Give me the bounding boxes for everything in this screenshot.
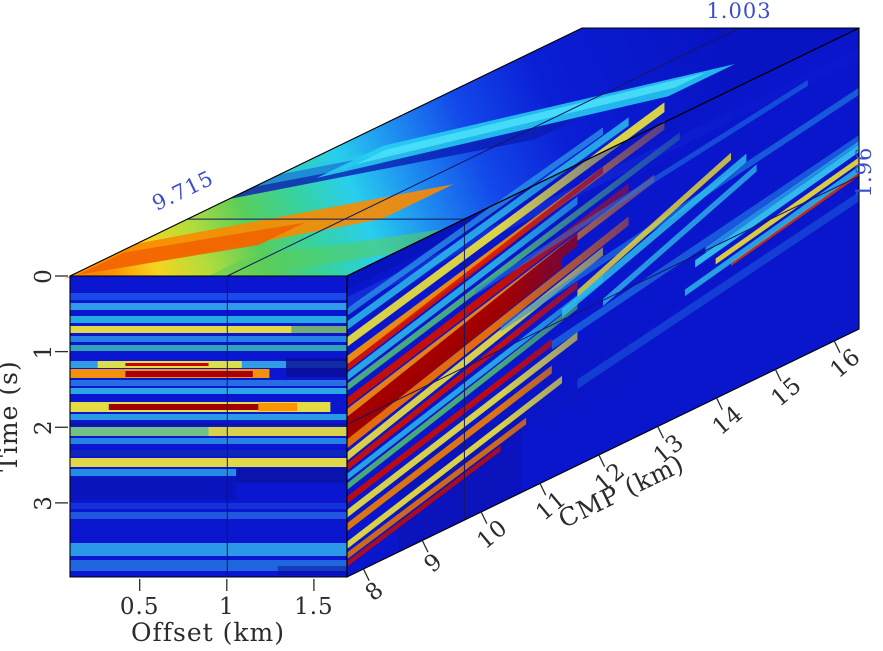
cmp-tick [362, 568, 370, 582]
front-face-stripe [277, 566, 347, 575]
time-axis-title: Time (s) [0, 360, 23, 471]
time-slice-line-side [346, 175, 860, 425]
side-face-streak [577, 152, 731, 298]
front-face-stripe [258, 403, 298, 411]
front-face-stripe [70, 336, 347, 342]
side-face-streak [684, 166, 859, 297]
front-face-stripe [70, 438, 347, 444]
time-slice-label: 1.96 [852, 147, 876, 198]
offset-slice-line-top [227, 27, 740, 277]
time-tick-label: 0 [31, 268, 57, 284]
front-face-stripe [70, 543, 347, 556]
front-face-stripe [70, 414, 347, 420]
top-face-band [355, 72, 706, 165]
front-face-stripe [70, 512, 347, 519]
front-face-stripe [70, 503, 347, 509]
cmp-tick [539, 483, 547, 496]
front-face-stripe [236, 468, 347, 483]
top-face-band [78, 222, 305, 275]
front-face-stripe [125, 371, 253, 377]
front-face-stripe [70, 380, 347, 386]
side-face-streak [577, 191, 859, 389]
cmp-tick-label: 9 [419, 548, 448, 578]
cube-side-face [347, 28, 859, 577]
side-face-streak [347, 127, 603, 316]
cmp-tick [480, 511, 488, 524]
slice-frame-lines [70, 27, 860, 577]
front-face-stripe [70, 427, 209, 436]
offset-tick-label: 1.5 [294, 594, 334, 620]
offset-tick-label: 1 [219, 594, 235, 620]
cube-top-face [64, 28, 859, 284]
cmp-tick [833, 340, 841, 353]
side-face-streak [347, 417, 527, 560]
front-face-stripe [70, 293, 347, 300]
time-tick-label: 2 [31, 419, 57, 435]
cmp-tick-label: 14 [708, 401, 749, 441]
front-face-stripe [291, 326, 347, 333]
side-face-streak [347, 445, 501, 567]
cmp-tick [715, 397, 723, 410]
side-face-streak [695, 144, 859, 268]
offset-axis-title: Offset (km) [131, 618, 285, 647]
side-face-streak [475, 79, 808, 296]
front-face-stripe [208, 427, 347, 436]
cmp-tick [421, 540, 429, 553]
front-face-stripe [70, 316, 347, 323]
cmp-tick [774, 369, 782, 382]
cmp-tick-label: 15 [767, 372, 808, 412]
side-face-fade [500, 28, 859, 503]
time-tick-label: 3 [31, 495, 57, 511]
cube-front-face [70, 276, 347, 577]
front-face-stripe [70, 388, 347, 394]
front-face-stripe [70, 326, 292, 333]
front-face-stripe [70, 303, 347, 310]
cmp-slice-label: 9.715 [148, 166, 217, 216]
side-face-streak [551, 135, 859, 350]
cmp-tick [657, 426, 665, 439]
cmp-tick-label: 16 [825, 344, 866, 384]
front-face-stripe [70, 477, 237, 500]
offset-tick-label: 0.5 [120, 594, 160, 620]
cube-edges [69, 27, 860, 578]
front-face-stripe [70, 560, 347, 571]
top-face-band [254, 149, 387, 187]
front-face-stripe [125, 363, 209, 366]
front-face-stripe [286, 358, 347, 377]
side-face-streak [705, 141, 859, 253]
side-face-streak [562, 153, 747, 318]
side-face-streak [500, 87, 859, 332]
side-face-edge [346, 27, 860, 578]
cmp-tick-label: 10 [472, 515, 513, 555]
time-tick-label: 1 [31, 344, 57, 360]
cmp-tick-label: 8 [361, 577, 390, 607]
front-face-stripe [70, 345, 347, 351]
front-face-stripe [70, 458, 347, 467]
offset-slice-label: 1.003 [706, 0, 771, 23]
side-face-streak [347, 117, 629, 330]
side-face-streak [603, 164, 757, 307]
top-face-band [193, 228, 445, 284]
front-face-stripe [70, 469, 237, 476]
cmp-tick [598, 454, 606, 467]
front-face-stripe [70, 450, 347, 456]
front-face-stripe [108, 404, 259, 410]
